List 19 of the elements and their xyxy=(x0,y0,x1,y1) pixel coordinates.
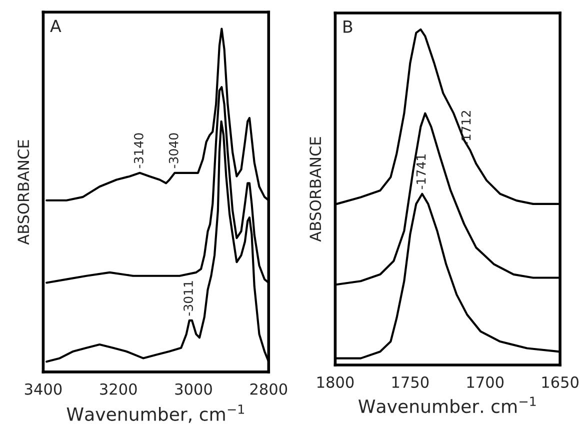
annotation: -1712 xyxy=(461,111,471,146)
x-tick-label: 2800 xyxy=(250,383,288,395)
x-tick-label: 3000 xyxy=(175,383,212,395)
annotation: -3140 xyxy=(134,133,144,168)
annotation: -3040 xyxy=(168,133,178,168)
x-axis-title: Wavenumber, cm$^{−1}$ xyxy=(66,404,244,423)
annotation: -1741 xyxy=(416,154,426,190)
y-axis-title: ABSORBANCE xyxy=(310,137,322,242)
x-tick-label: 1750 xyxy=(392,376,429,388)
x-axis-title: Wavenumber. cm$^{−1}$ xyxy=(358,396,536,414)
x-tick-label: 1700 xyxy=(467,376,504,388)
chart-title: B xyxy=(344,20,352,33)
chart-title: A xyxy=(50,20,62,32)
x-tick-label: 1650 xyxy=(542,376,578,388)
x-tick-label: 1800 xyxy=(317,376,354,388)
x-tick-label: 3400 xyxy=(24,383,62,395)
x-tick-label: 3200 xyxy=(100,383,137,395)
y-axis-title: ABSORBANCE xyxy=(18,140,30,245)
annotation: -3011 xyxy=(184,281,193,316)
